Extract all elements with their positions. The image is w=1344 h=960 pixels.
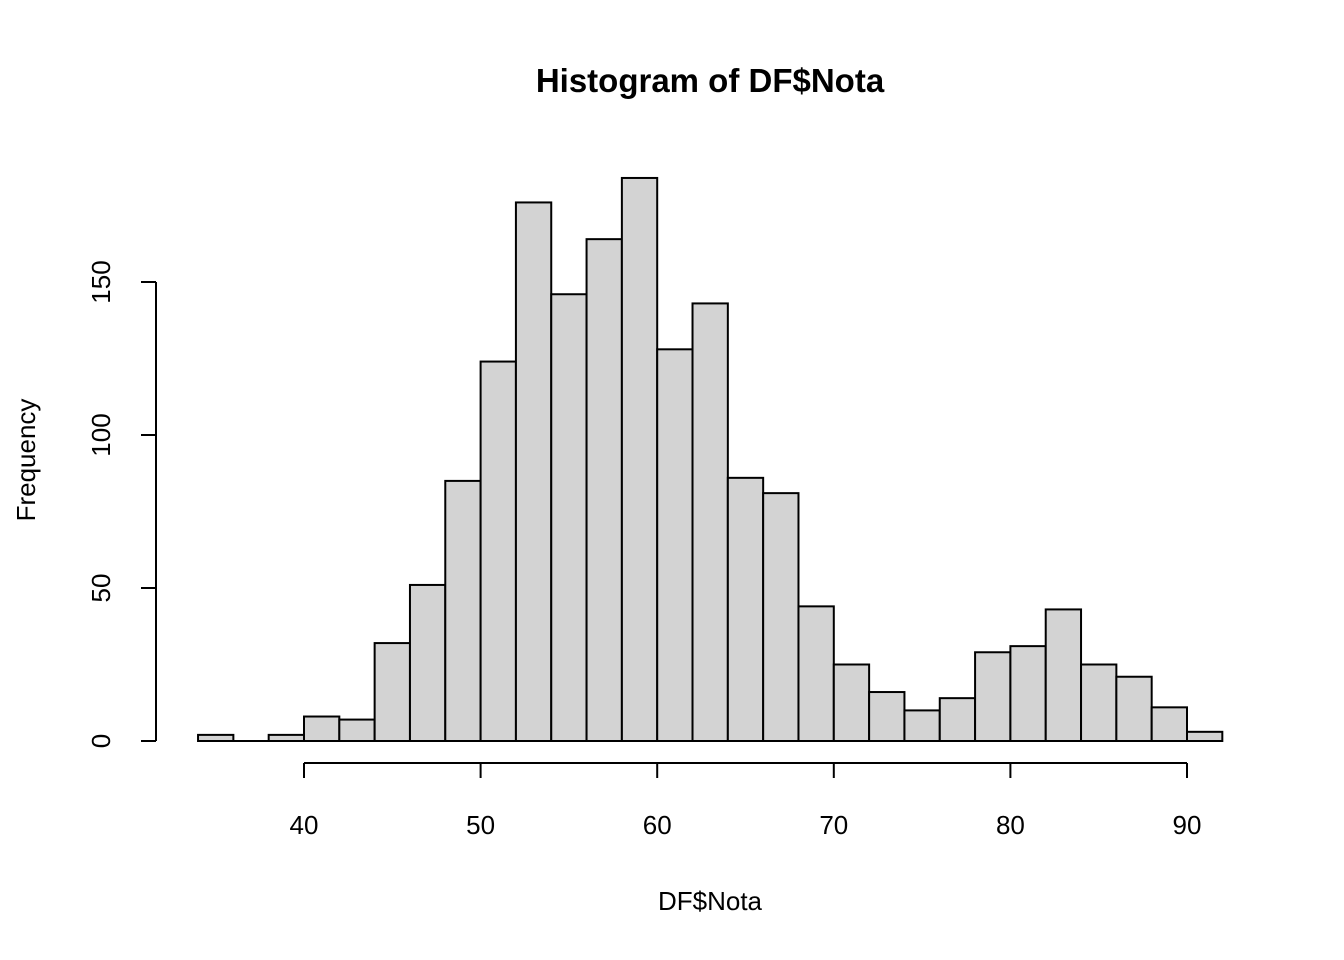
- histogram-bar: [1080, 663, 1118, 742]
- histogram-bar: [832, 663, 871, 742]
- x-tick-label: 90: [1173, 810, 1202, 840]
- y-tick-label: 50: [86, 574, 116, 603]
- histogram-bar: [373, 642, 411, 743]
- histogram-bar: [408, 583, 447, 742]
- histogram-bar: [903, 709, 941, 743]
- histogram-bar: [938, 697, 977, 742]
- y-tick-label: 100: [86, 413, 116, 456]
- histogram-bar: [1186, 730, 1224, 743]
- histogram-bar: [762, 492, 800, 743]
- histogram-bar: [444, 479, 482, 742]
- y-axis: 0 50 100 150: [86, 260, 157, 748]
- histogram-bar: [797, 605, 835, 742]
- histogram-bar: [479, 360, 517, 742]
- histogram-bar: [1150, 706, 1189, 743]
- histogram-bar: [620, 176, 659, 742]
- x-tick-label: 60: [643, 810, 672, 840]
- x-axis: 40 50 60 70 80 90: [290, 762, 1202, 840]
- y-tick-label: 0: [86, 734, 116, 748]
- chart-title: Histogram of DF$Nota: [536, 62, 885, 99]
- y-tick-label: 150: [86, 260, 116, 303]
- histogram-bar: [267, 733, 305, 743]
- x-tick-label: 40: [290, 810, 319, 840]
- histogram-bar: [585, 238, 623, 742]
- histogram-bar: [656, 348, 694, 742]
- bars-group: [197, 176, 1224, 743]
- histogram-bar: [691, 302, 729, 742]
- histogram-bar: [1044, 608, 1083, 742]
- histogram-bar: [514, 201, 553, 742]
- histogram-bar: [303, 715, 341, 743]
- y-axis-label: Frequency: [11, 399, 41, 522]
- histogram-bar: [868, 691, 906, 742]
- histogram-bar: [1115, 675, 1153, 742]
- histogram-bar: [726, 476, 765, 742]
- x-axis-label: DF$Nota: [658, 886, 763, 916]
- x-tick-label: 50: [466, 810, 495, 840]
- histogram-bar: [1009, 645, 1047, 743]
- histogram-bar: [197, 733, 235, 743]
- histogram-bar: [974, 651, 1012, 743]
- x-tick-label: 70: [819, 810, 848, 840]
- x-tick-label: 80: [996, 810, 1025, 840]
- histogram-bar: [550, 293, 588, 742]
- histogram-bar: [338, 718, 376, 743]
